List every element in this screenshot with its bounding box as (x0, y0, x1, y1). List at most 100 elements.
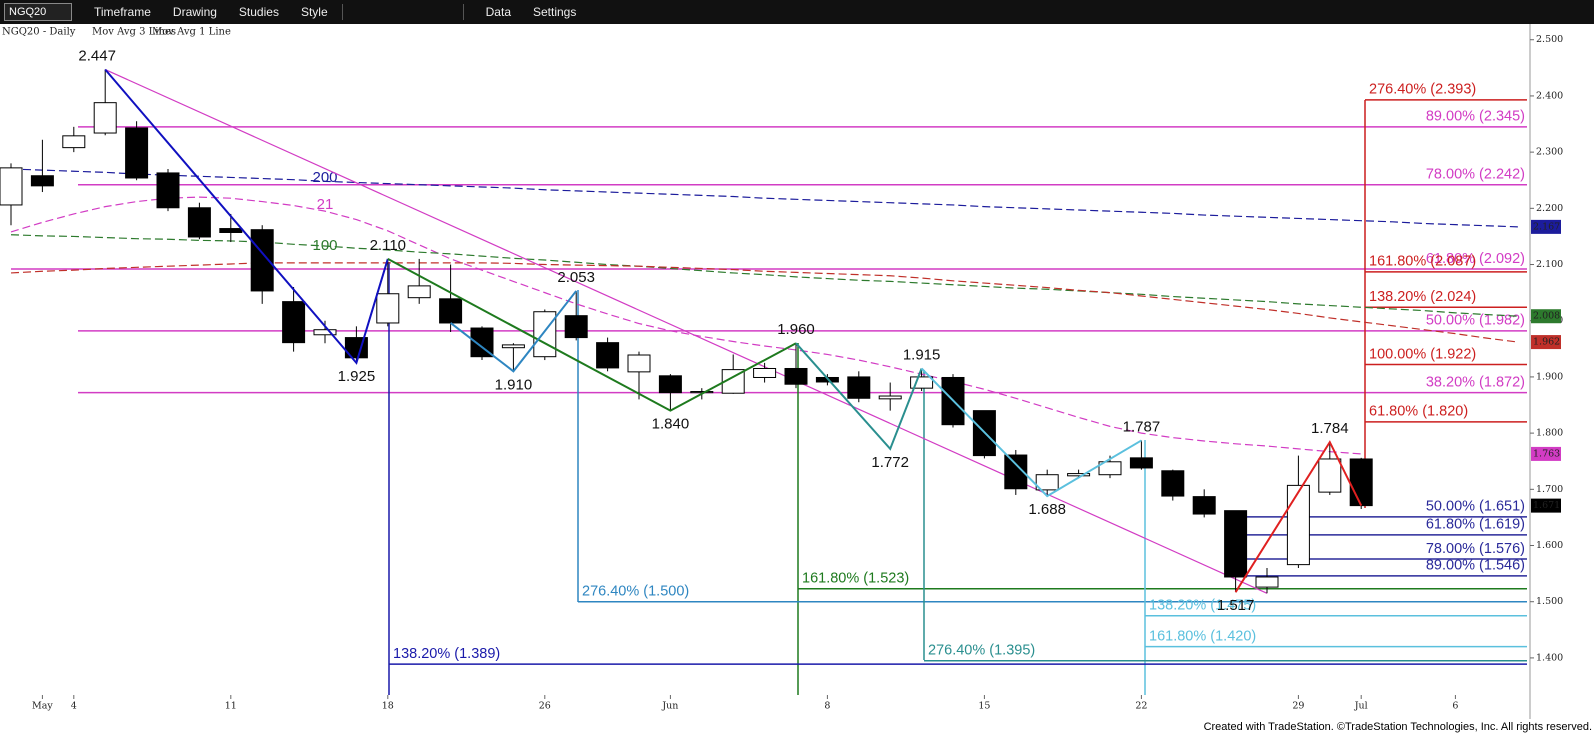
candle-body (533, 311, 557, 358)
x-tick-label: May (32, 701, 53, 712)
fib-label: 276.40% (2.393) (1369, 82, 1476, 98)
price-tag (1531, 335, 1561, 350)
x-tick-label: Jul (1354, 701, 1368, 712)
fib-label: 89.00% (2.345) (1426, 109, 1525, 125)
menu-item[interactable]: Style (300, 5, 328, 19)
candle-body (125, 127, 149, 179)
candle-body (62, 135, 86, 149)
x-tick-label: 6 (1452, 701, 1458, 712)
moving-average (10, 168, 1519, 228)
candle-body (753, 367, 777, 378)
menu-item[interactable]: Settings (533, 5, 577, 19)
pivot-label: 2.110 (370, 237, 406, 254)
fib-label: 61.80% (1.820) (1369, 404, 1468, 420)
price-tag-label: 2.167 (1533, 221, 1560, 232)
price-tag-label: 2.008 (1533, 311, 1560, 322)
candle-body (784, 367, 808, 385)
candle-body (1067, 473, 1091, 477)
menu-item[interactable]: Timeframe (94, 5, 151, 19)
pivot-label: 1.517 (1217, 597, 1255, 614)
y-tick-label: 2.200 (1536, 203, 1563, 214)
pivot-label: 1.960 (777, 321, 815, 338)
y-tick-label: 1.700 (1536, 484, 1563, 495)
study-label: Mov Avg 3 Lines (92, 27, 176, 38)
swing-line (795, 342, 923, 451)
y-tick-label: 1.600 (1536, 540, 1563, 551)
swing-line (387, 258, 797, 412)
candle-body (721, 369, 745, 394)
pivot-label: 1.840 (652, 416, 690, 433)
candle-body (1004, 454, 1028, 490)
price-tag-label: 1.962 (1533, 337, 1560, 348)
menu-item[interactable]: Studies (238, 5, 279, 19)
toolbar: NGQ20 Timeframe Drawing Studies Style Da… (0, 0, 1594, 24)
candle-body (658, 375, 682, 394)
fib-label: 61.80% (2.092) (1426, 251, 1525, 267)
separator (462, 4, 464, 20)
candle-body (627, 354, 651, 373)
candle-body (1286, 484, 1310, 566)
candle-body (501, 344, 525, 349)
moving-average (10, 234, 1519, 317)
separator (341, 4, 343, 20)
y-tick-label: 2.400 (1536, 90, 1563, 101)
x-tick-label: 11 (225, 701, 237, 712)
x-tick-label: 15 (978, 701, 990, 712)
x-tick-label: 26 (539, 701, 551, 712)
price-tag-label: 1.763 (1533, 448, 1560, 459)
candle-body (690, 391, 714, 394)
x-tick-label: 4 (71, 701, 77, 712)
candle-body (219, 228, 243, 233)
price-tag (1531, 219, 1561, 234)
candle-body (30, 175, 54, 187)
fib-label: 138.20% (1.475) (1149, 598, 1256, 614)
candle-body (1161, 470, 1185, 497)
fib-label: 161.80% (1.420) (1149, 628, 1256, 644)
ma-label: 200 (312, 169, 337, 186)
candle-body (1224, 510, 1248, 578)
candle-body (0, 167, 23, 206)
chart: NGQ20 - Daily Mov Avg 3 Lines Mov Avg 1 … (0, 24, 1592, 733)
footer: Created with TradeStation. ©TradeStation… (1204, 721, 1592, 733)
pivot-label: 1.772 (871, 454, 909, 471)
price-tag (1531, 446, 1561, 461)
candle-body (470, 327, 494, 358)
y-tick-label: 2.500 (1536, 34, 1563, 45)
menu-item[interactable]: Data (485, 5, 511, 19)
swing-line (449, 290, 577, 373)
swing-line (1234, 440, 1363, 593)
fib-label: 50.00% (1.982) (1426, 313, 1525, 329)
candle-body (910, 376, 934, 389)
candle-body (93, 102, 117, 134)
moving-average (10, 196, 1362, 455)
fib-label: 89.00% (1.546) (1426, 558, 1525, 574)
candle-body (1035, 474, 1059, 491)
candle-body (564, 315, 588, 339)
fib-label: 161.80% (2.087) (1369, 254, 1476, 270)
candle-body (1318, 458, 1342, 493)
price-tag (1531, 309, 1561, 324)
x-tick-label: 29 (1292, 701, 1304, 712)
price-tag-label: 1.671 (1533, 500, 1560, 511)
pivot-label: 1.915 (903, 346, 941, 363)
fib-label: 161.80% (1.523) (802, 571, 909, 587)
pivot-label: 1.688 (1028, 501, 1066, 518)
candle-body (313, 329, 337, 336)
x-tick-label: 18 (382, 701, 394, 712)
menu-item[interactable]: Drawing (172, 5, 217, 19)
fib-label: 276.40% (1.500) (582, 584, 689, 600)
pivot-label: 2.053 (557, 269, 595, 286)
chart-title: NGQ20 - Daily (2, 27, 76, 38)
pivot-label: 2.447 (78, 47, 116, 64)
x-tick-label: 8 (824, 701, 830, 712)
fib-label: 138.20% (1.389) (393, 646, 500, 662)
pivot-label: 1.787 (1123, 418, 1161, 435)
symbol-box[interactable]: NGQ20 (4, 3, 72, 21)
fib-label: 78.00% (1.576) (1426, 541, 1525, 557)
y-tick-label: 1.500 (1536, 596, 1563, 607)
swing-line (920, 367, 1142, 498)
y-tick-label: 1.800 (1536, 428, 1563, 439)
fib-label: 138.20% (2.024) (1369, 289, 1476, 305)
candle-body (878, 395, 902, 400)
